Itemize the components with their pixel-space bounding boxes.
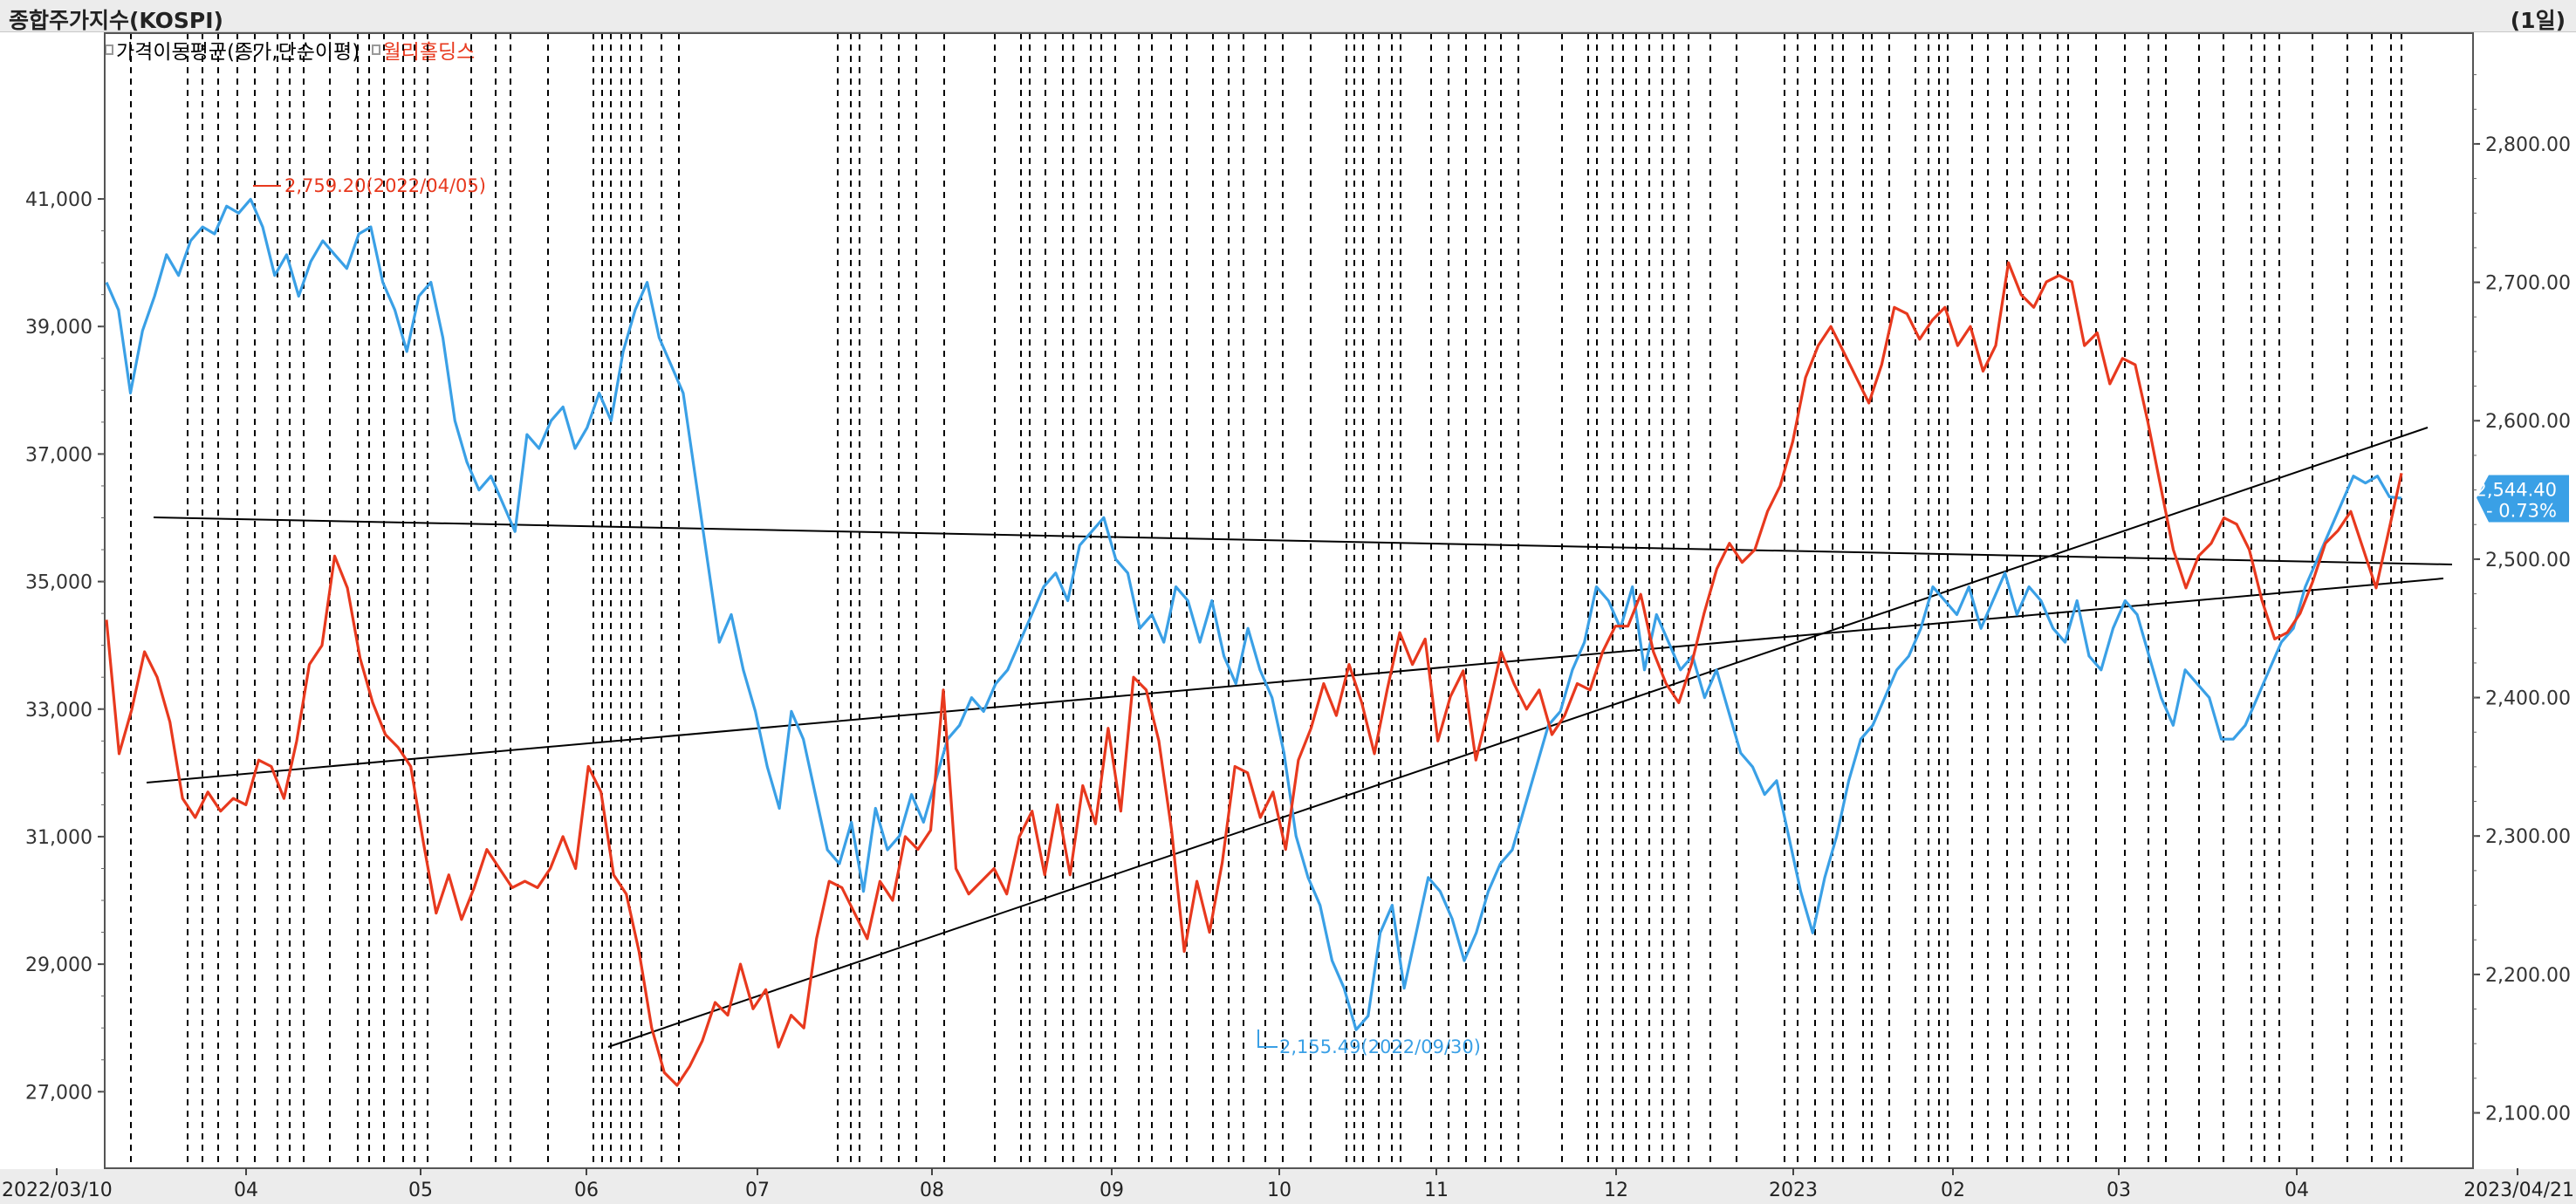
right-tick-label: 2,200.00 xyxy=(2485,965,2571,987)
x-tick-label: 04 xyxy=(234,1180,258,1201)
right-tick-label: 2,300.00 xyxy=(2485,826,2571,848)
left-tick-label: 29,000 xyxy=(25,954,92,976)
annotation-leader xyxy=(1257,1030,1278,1048)
x-tick-label: 03 xyxy=(2107,1180,2131,1201)
period-label[interactable]: (1일) xyxy=(2510,8,2566,33)
axes: 41,000 39,000 37,000 35,000 33,000 31,000 29,0… xyxy=(0,32,2576,1204)
x-tick-label: 05 xyxy=(408,1180,433,1201)
trendlines xyxy=(146,427,2453,1048)
annotation-high: 2,759.20(2022/04/05) xyxy=(284,175,486,196)
left-tick-label: 39,000 xyxy=(25,317,92,339)
left-tick-label: 31,000 xyxy=(25,827,92,849)
x-tick-label: 08 xyxy=(920,1180,944,1201)
left-tick-label: 41,000 xyxy=(25,189,92,211)
series-line-blue xyxy=(105,197,2402,1031)
x-tick-label: 02 xyxy=(1941,1180,1965,1201)
legend-label-stock: 월리홀딩스 xyxy=(382,41,476,64)
legend-item-stock[interactable]: 월리홀딩스 xyxy=(371,35,476,65)
right-tick-label: 2,400.00 xyxy=(2485,688,2571,710)
left-tick-label: 35,000 xyxy=(25,572,92,594)
x-tick-label: 2023 xyxy=(1769,1180,1818,1201)
left-tick-label: 33,000 xyxy=(25,700,92,722)
right-tick-label: 2,100.00 xyxy=(2485,1104,2571,1125)
right-tick-label: 2,700.00 xyxy=(2485,273,2571,295)
series-line-red xyxy=(105,261,2403,1087)
x-tick-label: 12 xyxy=(1604,1180,1628,1201)
x-tick-label: 11 xyxy=(1424,1180,1449,1201)
x-tick-label: 10 xyxy=(1267,1180,1291,1201)
series-lines xyxy=(105,197,2403,1087)
x-tick-label: 04 xyxy=(2285,1180,2309,1201)
chart-title: 종합주가지수(KOSPI) xyxy=(9,8,223,33)
legend-checkbox-icon[interactable] xyxy=(371,44,380,55)
left-tick-label: 27,000 xyxy=(25,1082,92,1104)
trendline xyxy=(146,578,2444,783)
x-tick-label: 06 xyxy=(574,1180,599,1201)
x-tick-label: 2023/04/21 xyxy=(2463,1180,2574,1201)
annotation-low: 2,155.49(2022/09/30) xyxy=(1279,1036,1481,1057)
trendline xyxy=(153,516,2453,565)
right-tick-label: 2,500.00 xyxy=(2485,550,2571,571)
vertical-event-lines xyxy=(130,33,2402,1168)
current-price-value: 2,544.40 xyxy=(2475,479,2557,500)
x-tick-label: 07 xyxy=(745,1180,770,1201)
left-tick-label: 37,000 xyxy=(25,444,92,466)
chart-header: 종합주가지수(KOSPI) (1일) xyxy=(0,0,2576,33)
trendline xyxy=(607,427,2429,1048)
x-tick-label: 2022/03/10 xyxy=(2,1180,113,1201)
current-price-change: - 0.73% xyxy=(2486,500,2557,521)
annotations: 2,759.20(2022/04/05) 2,155.49(2022/09/30)… xyxy=(253,175,2569,1057)
x-tick-label: 09 xyxy=(1100,1180,1124,1201)
x-axis-band xyxy=(0,1169,2576,1204)
right-tick-label: 2,600.00 xyxy=(2485,411,2571,433)
current-price-box: 2,544.40- 0.73% xyxy=(2475,475,2569,523)
plot-frame xyxy=(104,32,2474,1169)
price-box-shape xyxy=(2477,475,2569,523)
right-tick-label: 2,800.00 xyxy=(2485,134,2571,156)
